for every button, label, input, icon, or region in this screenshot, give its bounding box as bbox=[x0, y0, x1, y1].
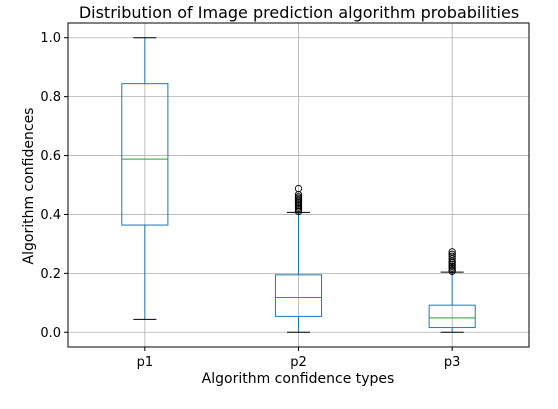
x-axis-title: Algorithm confidence types bbox=[202, 371, 395, 387]
y-tick-label: 0.0 bbox=[40, 326, 61, 341]
x-tick-label-p2: p2 bbox=[290, 355, 307, 370]
box-p2 bbox=[274, 184, 323, 333]
box-body-p3 bbox=[428, 304, 476, 329]
y-tick-label: 0.6 bbox=[40, 149, 61, 164]
x-tick-label-p1: p1 bbox=[137, 355, 154, 370]
y-tick-label: 0.8 bbox=[40, 90, 61, 105]
outlier-p3 bbox=[448, 264, 456, 272]
box-p1 bbox=[121, 37, 169, 320]
y-tick-label: 0.2 bbox=[40, 267, 61, 282]
box-body-p1 bbox=[121, 83, 169, 226]
outlier-p3 bbox=[448, 262, 456, 270]
outlier-p3 bbox=[448, 260, 456, 269]
chart-title: Distribution of Image prediction algorit… bbox=[79, 3, 519, 22]
x-tick-label-p3: p3 bbox=[444, 355, 461, 370]
outlier-p3 bbox=[448, 252, 456, 260]
axis-ticks: 0.0 0.2 0.4 0.6 0.8 1.0 p1 p2 p3 bbox=[40, 31, 460, 370]
outlier-p3 bbox=[448, 266, 456, 274]
y-tick-label: 1.0 bbox=[40, 31, 61, 46]
outlier-p3 bbox=[448, 248, 456, 256]
outlier-p3 bbox=[448, 250, 456, 258]
outlier-p2 bbox=[294, 184, 303, 193]
boxes bbox=[121, 37, 476, 333]
y-axis-title: Algorithm confidences bbox=[21, 108, 37, 265]
outlier-p2 bbox=[294, 193, 303, 201]
box-body-p2 bbox=[274, 274, 323, 317]
y-tick-label: 0.4 bbox=[40, 208, 61, 223]
box-p3 bbox=[428, 248, 476, 333]
